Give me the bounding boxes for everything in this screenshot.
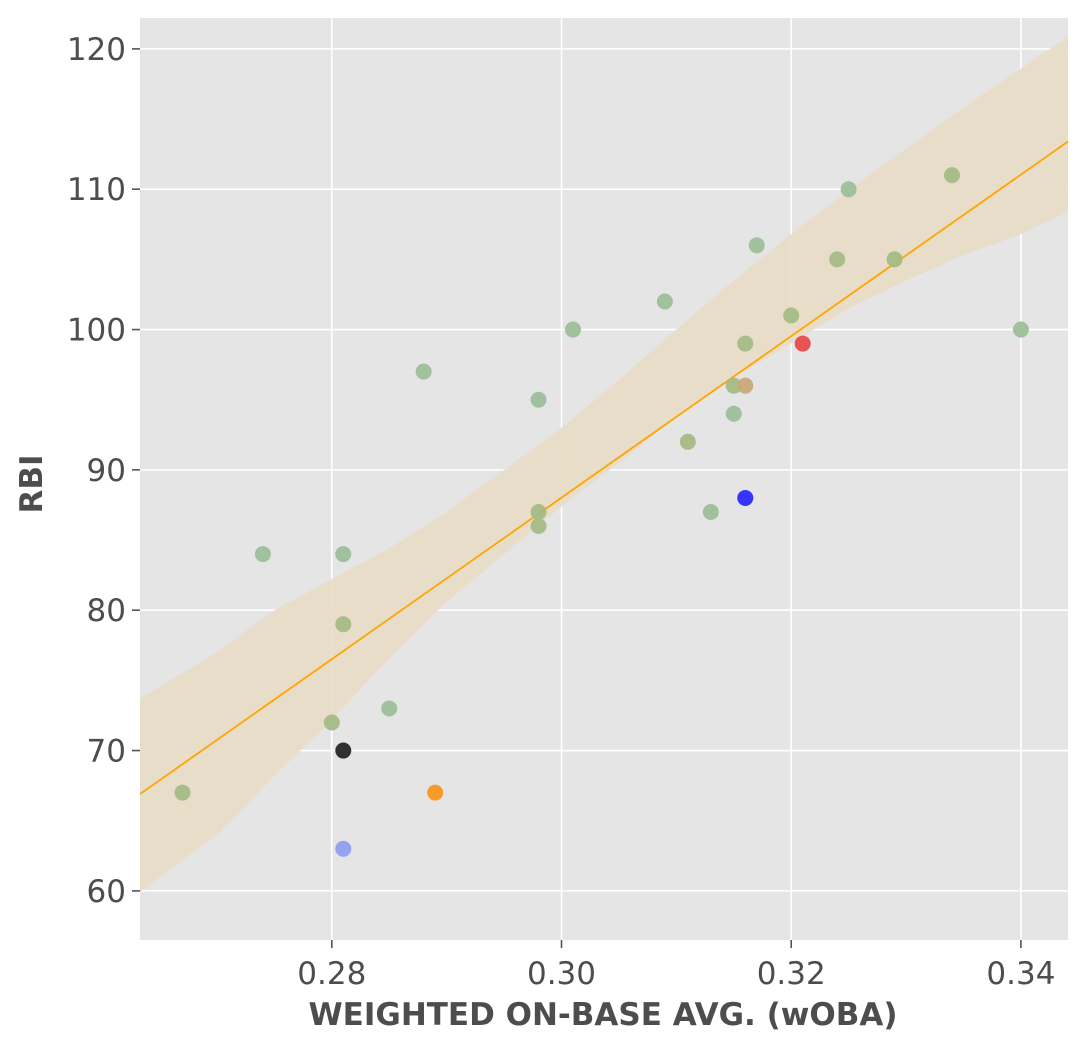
- data-point: [530, 391, 547, 408]
- x-tick-label: 0.30: [527, 956, 596, 992]
- y-tick-label: 90: [87, 453, 126, 489]
- data-point: [679, 433, 696, 450]
- data-point: [725, 377, 742, 394]
- data-point: [886, 251, 903, 268]
- data-point: [530, 503, 547, 520]
- y-tick-label: 120: [67, 32, 126, 68]
- x-axis-ticks: 0.28 0.30 0.32 0.34: [297, 940, 1055, 992]
- data-point: [530, 518, 547, 535]
- data-point: [656, 293, 673, 310]
- data-point: [381, 700, 398, 717]
- y-tick-label: 100: [67, 313, 126, 349]
- y-tick-label: 110: [67, 172, 126, 208]
- y-axis-title: RBI: [14, 454, 50, 513]
- data-point: [829, 251, 846, 268]
- confidence-band: [140, 36, 1068, 893]
- y-axis-ticks: 60 70 80 90 100 110 120: [67, 32, 140, 910]
- data-point: [564, 321, 581, 338]
- data-point: [335, 742, 352, 759]
- data-point: [335, 616, 352, 633]
- data-point: [748, 237, 765, 254]
- data-point: [427, 784, 444, 801]
- data-point: [415, 363, 432, 380]
- data-point: [174, 784, 191, 801]
- data-point: [1012, 321, 1029, 338]
- data-point: [737, 335, 754, 352]
- data-points: [174, 167, 1029, 857]
- data-point: [254, 546, 271, 563]
- data-point: [737, 377, 754, 394]
- y-tick-label: 70: [87, 734, 126, 770]
- data-point: [323, 714, 340, 731]
- data-point: [725, 405, 742, 422]
- x-tick-label: 0.32: [757, 956, 826, 992]
- data-point: [702, 503, 719, 520]
- y-tick-label: 80: [87, 593, 126, 629]
- data-point: [944, 167, 960, 184]
- data-point: [783, 307, 800, 324]
- data-point: [794, 335, 811, 352]
- data-point: [335, 546, 352, 563]
- x-tick-label: 0.34: [986, 956, 1055, 992]
- data-point: [335, 840, 352, 857]
- data-point: [840, 181, 857, 198]
- regression-line: [139, 140, 1069, 795]
- y-tick-label: 60: [87, 874, 126, 910]
- x-tick-label: 0.28: [297, 956, 366, 992]
- data-point: [737, 489, 754, 506]
- x-axis-title: WEIGHTED ON-BASE AVG. (wOBA): [308, 997, 897, 1033]
